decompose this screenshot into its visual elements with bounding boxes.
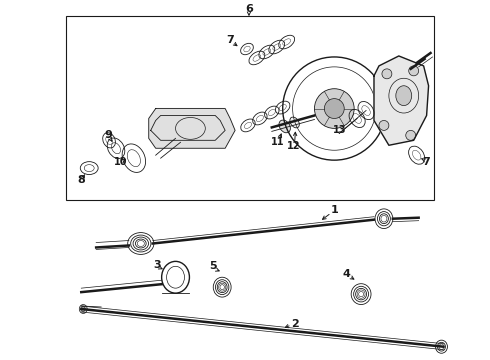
Ellipse shape bbox=[81, 306, 85, 311]
Text: 13: 13 bbox=[333, 125, 346, 135]
Circle shape bbox=[315, 89, 354, 129]
Circle shape bbox=[324, 99, 344, 118]
Circle shape bbox=[382, 69, 392, 79]
Circle shape bbox=[406, 130, 416, 140]
Polygon shape bbox=[374, 56, 429, 145]
Ellipse shape bbox=[279, 120, 291, 133]
Polygon shape bbox=[151, 116, 225, 140]
Text: 8: 8 bbox=[77, 175, 85, 185]
Text: 3: 3 bbox=[153, 260, 161, 270]
Circle shape bbox=[379, 121, 389, 130]
Text: 4: 4 bbox=[343, 269, 350, 279]
Text: 9: 9 bbox=[104, 130, 112, 140]
Text: 7: 7 bbox=[423, 157, 430, 167]
Text: 11: 11 bbox=[271, 137, 285, 147]
Text: 5: 5 bbox=[209, 261, 217, 271]
Circle shape bbox=[409, 66, 418, 76]
Text: 2: 2 bbox=[291, 319, 298, 329]
Text: 6: 6 bbox=[245, 4, 253, 14]
Text: 10: 10 bbox=[114, 157, 128, 167]
Text: 12: 12 bbox=[287, 141, 300, 151]
Ellipse shape bbox=[290, 117, 299, 128]
Bar bbox=[66, 16, 434, 200]
Text: 7: 7 bbox=[226, 35, 234, 45]
Ellipse shape bbox=[79, 305, 87, 314]
Polygon shape bbox=[149, 109, 235, 148]
Text: 1: 1 bbox=[330, 205, 338, 215]
Ellipse shape bbox=[396, 86, 412, 105]
